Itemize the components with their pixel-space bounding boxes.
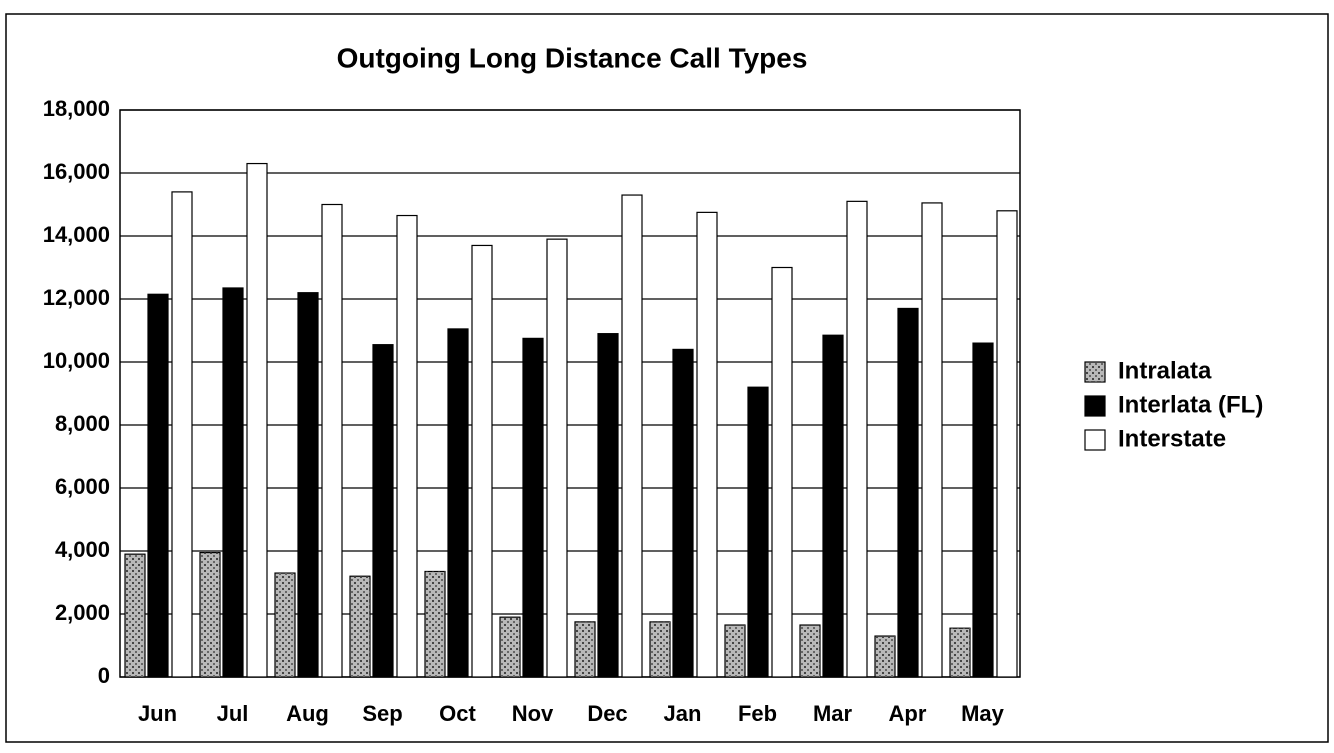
bar (297, 292, 319, 678)
x-tick-label: May (961, 701, 1005, 726)
legend-swatch (1084, 395, 1106, 417)
bar (321, 203, 343, 678)
y-tick-label: 14,000 (43, 222, 110, 247)
legend-label: Interlata (FL) (1118, 391, 1263, 418)
x-tick-label: Jan (664, 701, 702, 726)
bar (124, 553, 146, 678)
bar (672, 348, 694, 678)
bar (546, 238, 568, 678)
bar (696, 211, 718, 678)
legend-label: Interstate (1118, 425, 1226, 452)
bar (747, 386, 769, 678)
bar (522, 337, 544, 678)
x-tick-label: Jun (138, 701, 177, 726)
y-tick-label: 4,000 (55, 537, 110, 562)
bar (574, 621, 596, 678)
bar (424, 570, 446, 678)
legend-label: Intralata (1118, 357, 1212, 384)
y-tick-label: 12,000 (43, 285, 110, 310)
x-tick-label: Feb (738, 701, 777, 726)
chart-frame (5, 13, 1329, 743)
y-tick-label: 2,000 (55, 600, 110, 625)
x-tick-label: Aug (286, 701, 329, 726)
x-tick-label: Nov (512, 701, 554, 726)
bar (171, 191, 193, 678)
bar (921, 202, 943, 678)
y-tick-label: 18,000 (43, 96, 110, 121)
bar (846, 200, 868, 678)
bar (147, 293, 169, 678)
y-tick-label: 6,000 (55, 474, 110, 499)
y-tick-label: 10,000 (43, 348, 110, 373)
bar (349, 575, 371, 678)
bar (471, 244, 493, 678)
y-tick-label: 0 (98, 663, 110, 688)
bar (222, 287, 244, 678)
x-tick-label: Jul (217, 701, 249, 726)
bar (396, 214, 418, 678)
bar (996, 210, 1018, 678)
bar (372, 344, 394, 678)
bar (822, 334, 844, 678)
x-tick-label: Apr (889, 701, 927, 726)
y-tick-label: 16,000 (43, 159, 110, 184)
bar (771, 266, 793, 678)
chart-title: Outgoing Long Distance Call Types (337, 42, 808, 73)
bar (621, 194, 643, 678)
bar (897, 307, 919, 678)
legend-swatch (1084, 429, 1106, 451)
bar (799, 624, 821, 678)
bar (949, 627, 971, 678)
bar (724, 624, 746, 678)
legend-swatch-texture (1085, 362, 1105, 382)
y-tick-label: 8,000 (55, 411, 110, 436)
bar (972, 342, 994, 678)
bar (874, 635, 896, 678)
x-tick-label: Oct (439, 701, 476, 726)
bar (274, 572, 296, 678)
bar (447, 328, 469, 678)
x-tick-label: Dec (587, 701, 627, 726)
x-tick-label: Sep (362, 701, 402, 726)
x-tick-label: Mar (813, 701, 853, 726)
bar (499, 616, 521, 678)
bar (246, 162, 268, 678)
bar (649, 621, 671, 678)
bar (199, 551, 221, 678)
bar (597, 333, 619, 678)
